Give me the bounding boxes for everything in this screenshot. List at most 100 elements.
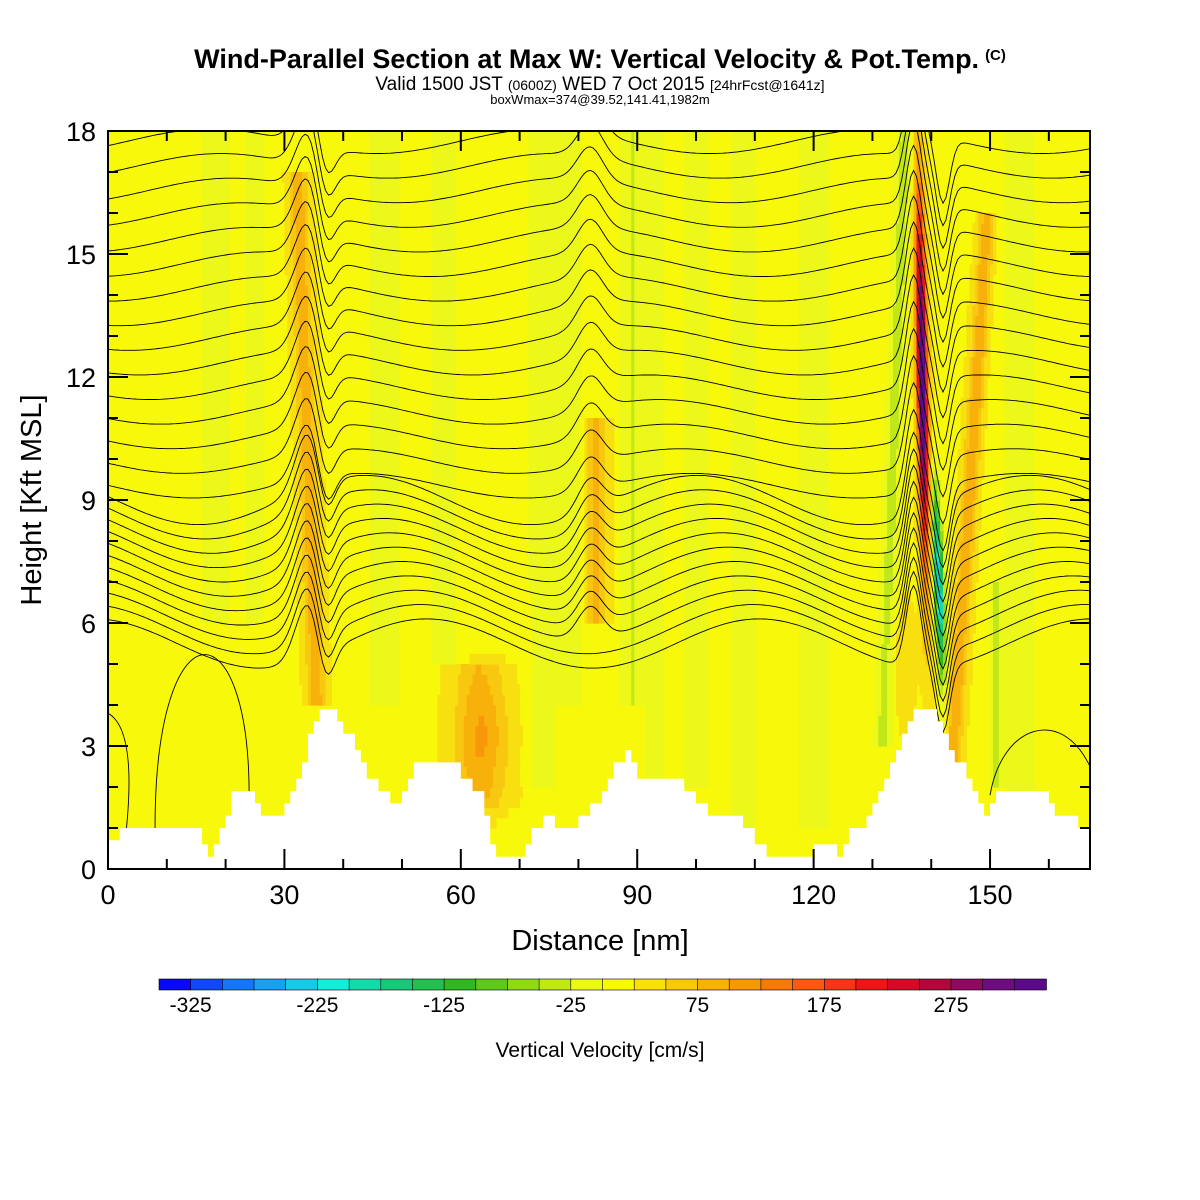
w-cell bbox=[528, 131, 532, 142]
w-cell bbox=[246, 438, 250, 450]
w-cell bbox=[219, 131, 224, 142]
w-cell bbox=[434, 592, 438, 604]
w-cell bbox=[249, 295, 253, 306]
w-cell bbox=[654, 500, 659, 511]
w-cell bbox=[257, 612, 262, 624]
w-cell bbox=[307, 264, 312, 276]
w-cell bbox=[216, 582, 221, 593]
w-cell bbox=[481, 746, 485, 757]
w-cell bbox=[372, 223, 377, 235]
w-cell bbox=[560, 182, 565, 194]
w-cell bbox=[210, 418, 215, 429]
w-cell bbox=[584, 469, 588, 481]
w-cell bbox=[584, 459, 588, 470]
w-cell bbox=[684, 274, 688, 286]
w-cell bbox=[307, 438, 312, 450]
w-cell bbox=[634, 356, 638, 368]
w-cell bbox=[604, 551, 609, 563]
w-cell bbox=[381, 315, 385, 327]
w-cell bbox=[260, 428, 265, 440]
w-cell bbox=[607, 561, 612, 573]
w-cell bbox=[628, 182, 632, 194]
w-cell bbox=[549, 366, 553, 378]
w-cell bbox=[208, 541, 212, 552]
w-cell bbox=[660, 530, 665, 542]
w-cell bbox=[216, 243, 221, 255]
w-cell bbox=[628, 582, 632, 593]
w-cell bbox=[487, 715, 491, 727]
w-cell bbox=[531, 192, 535, 204]
w-cell bbox=[660, 202, 665, 214]
w-cell bbox=[640, 182, 644, 194]
w-cell bbox=[660, 643, 665, 655]
w-cell bbox=[684, 202, 688, 214]
w-cell bbox=[487, 807, 491, 819]
w-cell bbox=[657, 766, 662, 778]
w-cell bbox=[208, 192, 212, 204]
w-cell bbox=[216, 366, 221, 378]
w-cell bbox=[634, 623, 638, 634]
w-cell bbox=[537, 510, 541, 522]
w-cell bbox=[249, 151, 253, 163]
w-cell bbox=[572, 479, 576, 491]
w-cell bbox=[566, 407, 571, 419]
w-cell bbox=[572, 551, 576, 563]
w-cell bbox=[449, 223, 453, 235]
w-cell bbox=[575, 530, 579, 542]
w-cell bbox=[222, 418, 227, 429]
w-cell bbox=[249, 571, 253, 583]
w-cell bbox=[213, 571, 218, 583]
w-cell bbox=[557, 653, 562, 665]
w-cell bbox=[540, 223, 544, 235]
w-cell bbox=[310, 571, 315, 583]
w-cell bbox=[646, 305, 650, 317]
w-cell bbox=[572, 428, 576, 440]
w-cell bbox=[260, 530, 265, 542]
w-cell bbox=[528, 161, 532, 173]
w-cell bbox=[369, 407, 374, 419]
w-cell bbox=[431, 479, 435, 491]
w-cell bbox=[307, 428, 312, 440]
w-cell bbox=[534, 336, 538, 347]
w-cell bbox=[460, 746, 465, 757]
w-cell bbox=[437, 141, 441, 153]
w-cell bbox=[619, 182, 624, 194]
w-cell bbox=[313, 592, 318, 604]
w-cell bbox=[643, 305, 647, 317]
w-cell bbox=[593, 541, 597, 552]
w-cell bbox=[299, 448, 303, 460]
w-cell bbox=[452, 582, 456, 593]
w-cell bbox=[216, 602, 221, 614]
w-cell bbox=[684, 776, 688, 788]
w-cell bbox=[390, 397, 394, 409]
w-cell bbox=[563, 315, 568, 327]
w-cell bbox=[654, 223, 659, 235]
w-cell bbox=[255, 254, 259, 265]
w-cell bbox=[390, 633, 394, 645]
w-cell bbox=[210, 223, 215, 235]
w-cell bbox=[625, 592, 629, 604]
w-cell bbox=[528, 520, 532, 532]
w-cell bbox=[643, 428, 647, 440]
w-cell bbox=[219, 448, 224, 460]
w-cell bbox=[651, 715, 656, 727]
w-cell bbox=[528, 202, 532, 214]
w-cell bbox=[563, 284, 568, 296]
w-cell bbox=[372, 346, 377, 358]
w-cell bbox=[202, 182, 206, 194]
w-cell bbox=[575, 151, 579, 163]
w-cell bbox=[569, 264, 574, 276]
w-cell bbox=[637, 141, 641, 153]
w-cell bbox=[690, 623, 694, 634]
w-cell bbox=[546, 438, 550, 450]
w-cell bbox=[452, 448, 456, 460]
w-cell bbox=[434, 541, 438, 552]
w-cell bbox=[369, 694, 374, 706]
w-cell bbox=[457, 694, 462, 706]
w-cell bbox=[560, 202, 565, 214]
w-cell bbox=[631, 274, 635, 286]
w-cell bbox=[599, 469, 603, 481]
w-cell bbox=[654, 520, 659, 532]
w-cell bbox=[299, 284, 303, 296]
w-cell bbox=[460, 705, 465, 716]
